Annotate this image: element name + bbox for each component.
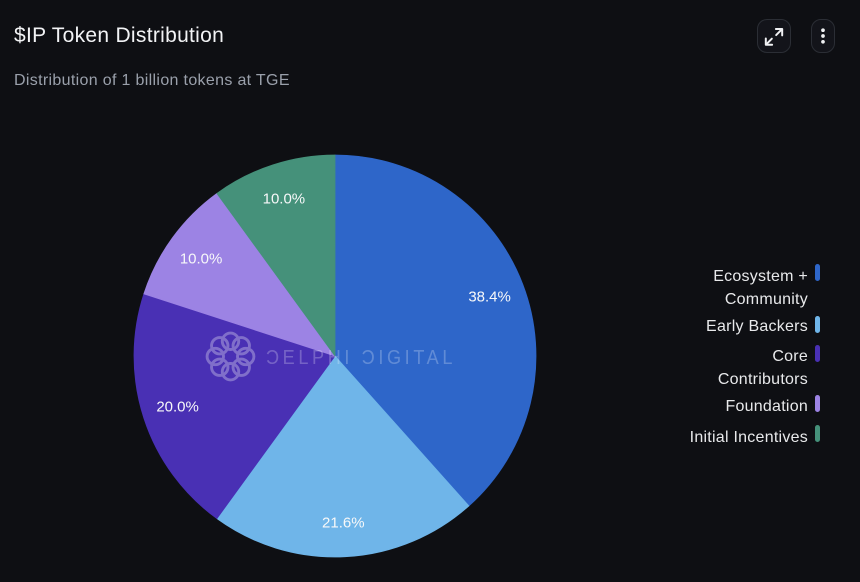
svg-text:ƆELPHI ƆIGITAL: ƆELPHI ƆIGITAL [266,347,456,369]
